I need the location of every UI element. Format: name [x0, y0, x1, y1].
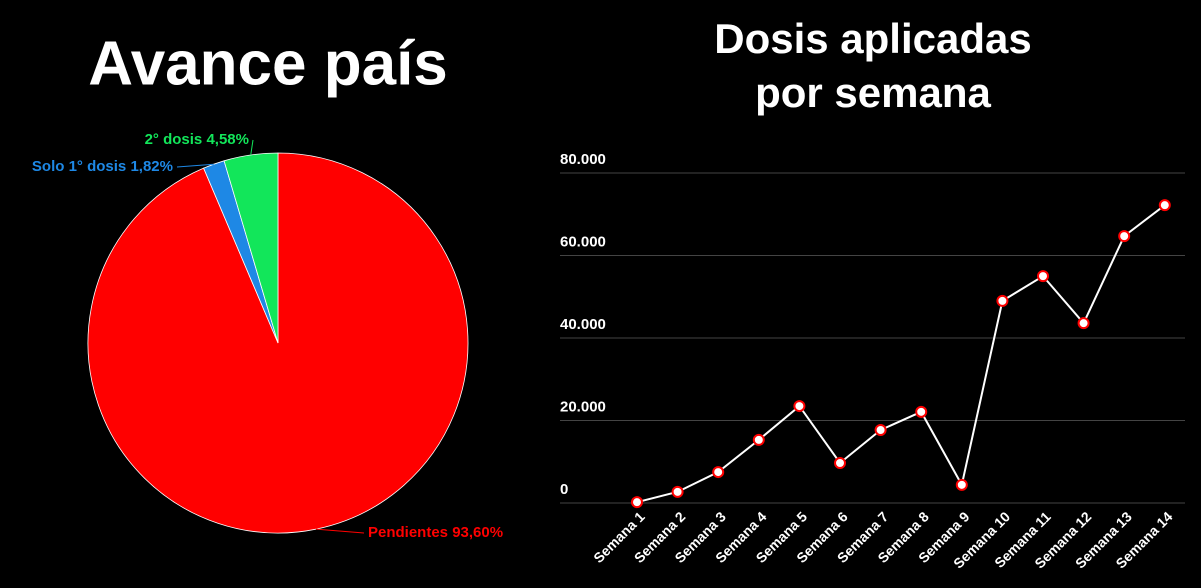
marker	[874, 423, 887, 436]
marker	[955, 478, 968, 491]
leader-line	[176, 163, 214, 168]
slice-name: 2° dosis	[145, 131, 203, 148]
leader-line	[250, 139, 254, 156]
marker	[1077, 317, 1090, 330]
slice-value: 93,60%	[452, 524, 503, 541]
slice-label: 2° dosis 4,58%	[145, 131, 249, 148]
leader-line	[315, 528, 365, 534]
y-tick-label: 0	[560, 481, 568, 498]
marker	[752, 433, 765, 446]
marker	[996, 294, 1009, 307]
pie-title: Avance país	[88, 29, 448, 98]
slice-label: Pendientes 93,60%	[368, 524, 503, 541]
y-tick-label: 40.000	[560, 316, 606, 333]
y-tick-label: 80.000	[560, 151, 606, 168]
line	[636, 204, 1166, 504]
slice-name: Solo 1° dosis	[32, 158, 126, 175]
y-tick-label: 20.000	[560, 399, 606, 416]
marker	[671, 485, 684, 498]
slice-label: Solo 1° dosis 1,82%	[32, 158, 173, 175]
marker	[1118, 230, 1131, 243]
slice-value: 4,58%	[206, 131, 249, 148]
marker	[631, 496, 643, 509]
marker	[1037, 270, 1049, 283]
marker	[1158, 199, 1171, 212]
line-title: Dosis aplicadas por semana	[714, 15, 1032, 116]
slice-value: 1,82%	[130, 158, 173, 175]
marker	[915, 405, 928, 418]
marker	[793, 400, 806, 413]
y-tick-label: 60.000	[560, 234, 606, 251]
slice-name: Pendientes	[368, 524, 448, 541]
marker	[712, 466, 725, 479]
pie-slice	[223, 152, 279, 344]
marker	[834, 456, 846, 469]
